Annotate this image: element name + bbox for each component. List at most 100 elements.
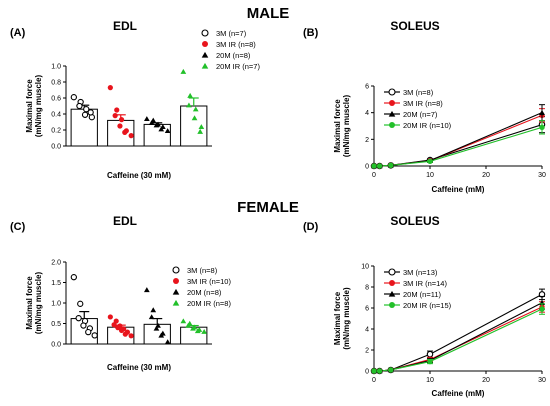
y-tick-label: 0.6	[51, 96, 61, 103]
y-tick-label: 0	[365, 164, 369, 171]
y-tick-label: 6	[365, 306, 369, 313]
data-point	[118, 117, 125, 123]
y-axis-label: Maximal force	[333, 291, 342, 345]
data-point	[148, 120, 155, 126]
x-tick-label: 30	[538, 377, 546, 384]
legend-label: 3M (n=8)	[187, 266, 218, 275]
legend-marker	[389, 122, 395, 128]
legend-marker	[389, 302, 395, 308]
y-axis-label: (mN/mg muscle)	[34, 272, 43, 335]
chart-title: EDL	[113, 214, 137, 228]
data-point	[143, 287, 150, 293]
panel-a: (A) EDL Maximal force (mN/mg muscle) 0.0 0.2 0…	[10, 19, 260, 180]
panel-label: (B)	[303, 27, 319, 39]
series-line	[374, 112, 543, 167]
legend-marker	[389, 100, 395, 106]
legend-label: 20M IR (n=8)	[187, 299, 231, 308]
y-axis-label: Maximal force	[333, 99, 342, 153]
data-point	[70, 94, 77, 101]
legend-marker	[201, 51, 209, 58]
data-point	[107, 85, 113, 91]
legend-marker	[388, 290, 396, 297]
y-tick-label: 0	[365, 369, 369, 376]
legend-label: 20M IR (n=15)	[403, 301, 452, 310]
data-point	[70, 274, 77, 281]
chart-title: EDL	[113, 19, 137, 33]
x-tick-label: 0	[372, 377, 376, 384]
data-point	[87, 109, 94, 116]
y-axis-label: Maximal force	[25, 276, 34, 330]
data-point	[80, 322, 87, 329]
legend-label: 3M (n=7)	[216, 29, 247, 38]
data-point	[150, 307, 157, 313]
data-point	[76, 102, 83, 110]
panel-d: (D) SOLEUS Maximal force (mN/mg muscle) 0 2 4 6…	[303, 214, 546, 398]
y-tick-label: 0.0	[51, 144, 61, 151]
legend-marker	[388, 110, 396, 117]
y-tick-label: 0.0	[51, 342, 61, 349]
y-tick-label: 1.0	[51, 301, 61, 308]
data-point	[201, 328, 208, 334]
data-point	[81, 111, 89, 118]
data-point	[192, 106, 199, 112]
series-line	[374, 302, 543, 372]
data-point	[91, 332, 98, 339]
data-point	[83, 106, 90, 113]
data-point	[376, 163, 383, 169]
x-tick-label: 10	[426, 172, 434, 179]
data-point	[112, 113, 118, 119]
y-axis-label: Maximal force	[25, 79, 34, 133]
y-tick-label: 2	[365, 137, 369, 144]
data-point	[111, 322, 117, 328]
data-point	[128, 333, 134, 339]
data-point	[164, 339, 171, 345]
y-tick-label: 1.0	[51, 64, 61, 71]
x-tick-label: 0	[372, 172, 376, 179]
data-point	[153, 325, 160, 331]
bar	[180, 105, 208, 147]
series-line	[374, 293, 543, 372]
y-tick-label: 4	[365, 110, 369, 117]
y-tick-label: 0.2	[51, 128, 61, 135]
data-point	[371, 163, 377, 169]
legend-label: 20M (n=8)	[216, 51, 251, 60]
legend-marker	[172, 288, 180, 295]
x-axis-label: Caffeine (30 mM)	[107, 363, 171, 372]
legend-marker	[389, 280, 395, 286]
legend-label: 3M IR (n=14)	[403, 279, 447, 288]
bar	[143, 123, 171, 147]
data-point	[164, 128, 171, 134]
legend-marker	[388, 88, 396, 96]
data-point	[115, 325, 121, 331]
panel-label: (A)	[10, 27, 26, 39]
data-point	[539, 306, 545, 312]
panel-label: (C)	[10, 221, 26, 233]
legend-label: 20M IR (n=10)	[403, 121, 452, 130]
panel-label: (D)	[303, 221, 319, 233]
data-point	[187, 92, 194, 98]
y-axis-label: (mN/mg muscle)	[342, 287, 351, 350]
legend-marker	[202, 41, 208, 47]
legend-label: 3M (n=13)	[403, 268, 438, 277]
data-point	[186, 102, 192, 108]
heading-female: FEMALE	[237, 199, 299, 216]
heading-male: MALE	[247, 5, 290, 22]
data-point	[388, 162, 394, 169]
legend-marker	[388, 268, 396, 276]
panel-b: (B) SOLEUS Maximal force (mN/mg muscle) 0 2 4 6…	[303, 19, 546, 194]
y-tick-label: 2.0	[51, 260, 61, 267]
data-point	[371, 368, 377, 374]
legend-label: 3M IR (n=8)	[403, 99, 443, 108]
data-point	[85, 328, 92, 336]
data-point	[388, 367, 394, 373]
series-line	[374, 124, 543, 167]
data-point	[197, 128, 204, 134]
y-axis-label: (mN/mg muscle)	[342, 95, 351, 158]
legend-marker	[201, 29, 209, 37]
legend-label: 3M IR (n=8)	[216, 40, 256, 49]
data-point	[118, 327, 125, 334]
y-axis-label: (mN/mg muscle)	[34, 75, 43, 138]
y-tick-label: 0.4	[51, 112, 61, 119]
